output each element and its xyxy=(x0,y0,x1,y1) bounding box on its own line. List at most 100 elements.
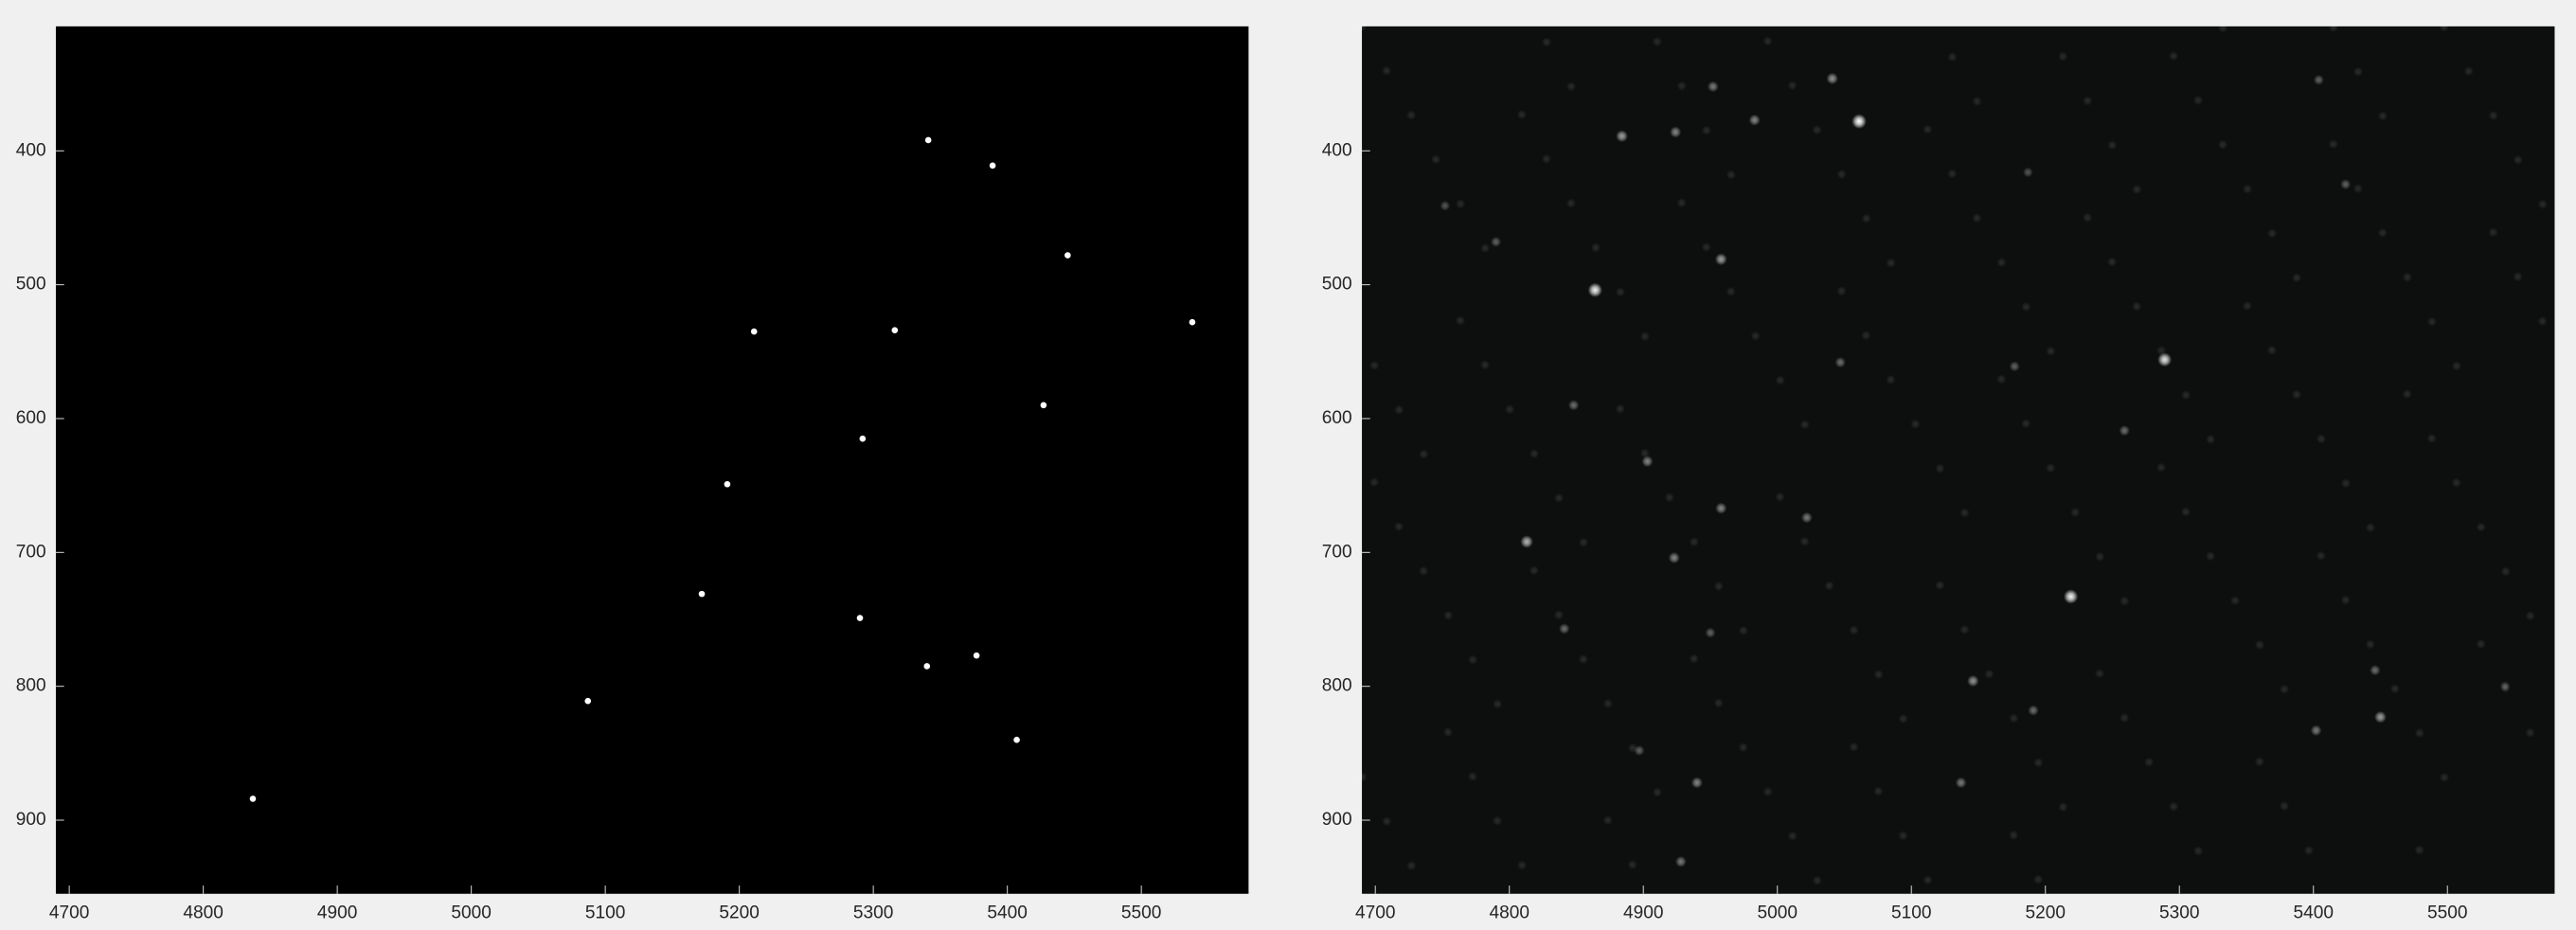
background-haze xyxy=(2058,51,2068,62)
background-haze xyxy=(2106,257,2118,267)
x-tick-label: 5100 xyxy=(585,903,625,923)
background-haze xyxy=(1652,787,1663,797)
point xyxy=(1013,736,1020,743)
background-haze xyxy=(2525,727,2535,738)
point xyxy=(856,615,864,621)
spot xyxy=(2499,681,2511,692)
background-haze xyxy=(2021,419,2031,429)
background-haze xyxy=(2119,712,2130,724)
background-haze xyxy=(2266,228,2278,239)
background-haze xyxy=(1775,492,1785,503)
background-haze xyxy=(1467,771,1478,782)
background-haze xyxy=(2046,462,2056,474)
spot xyxy=(2374,710,2387,724)
plot-background xyxy=(55,26,1249,894)
background-haze xyxy=(2426,433,2437,444)
background-haze xyxy=(1713,698,1724,708)
background-haze xyxy=(2168,50,2179,62)
spot xyxy=(1714,253,1727,266)
background-haze xyxy=(1419,449,1429,459)
x-tick-label: 5400 xyxy=(2294,903,2334,923)
background-haze xyxy=(1541,37,1552,47)
background-haze xyxy=(1418,565,1429,577)
y-tick-label: 400 xyxy=(1322,140,1352,160)
background-haze xyxy=(1947,169,1958,179)
background-haze xyxy=(2033,874,2044,885)
axes: 4700 4800 4900 5000 5100 5200 5300 5400 5500 400 5… xyxy=(16,26,1249,923)
background-haze xyxy=(1726,170,1737,180)
background-haze xyxy=(2266,345,2278,355)
x-tick-label: 4700 xyxy=(49,903,89,923)
spot xyxy=(2022,167,2033,178)
y-tick-label: 800 xyxy=(16,676,46,696)
plot-background xyxy=(1362,26,2555,894)
background-haze xyxy=(1799,536,1810,546)
background-haze xyxy=(1750,331,1761,341)
point xyxy=(584,697,592,705)
point xyxy=(724,480,731,488)
background-haze xyxy=(2070,507,2081,518)
background-haze xyxy=(1996,374,2007,385)
background-haze xyxy=(1886,374,1896,385)
spot xyxy=(1748,114,1761,126)
spot xyxy=(1491,236,1502,247)
background-haze xyxy=(2500,566,2511,577)
background-haze xyxy=(2009,830,2019,841)
spot xyxy=(1967,674,1979,688)
background-haze xyxy=(1578,653,1589,665)
background-haze xyxy=(2537,315,2548,327)
background-haze xyxy=(1393,521,1404,532)
y-tick-label: 600 xyxy=(16,408,46,428)
background-haze xyxy=(2328,22,2339,33)
background-haze xyxy=(1972,213,1982,224)
spot xyxy=(1690,777,1703,789)
background-haze xyxy=(1849,625,1859,635)
background-haze xyxy=(1923,874,1933,885)
point xyxy=(859,435,867,442)
background-haze xyxy=(1639,331,1651,342)
point xyxy=(1064,252,1071,259)
background-haze xyxy=(1492,699,1503,709)
spot xyxy=(2063,589,2079,604)
background-haze xyxy=(1602,815,1613,826)
x-tick-label: 4700 xyxy=(1355,903,1395,923)
x-tick-label: 5200 xyxy=(2026,903,2066,923)
background-haze xyxy=(1959,508,1970,518)
x-tick-label: 5000 xyxy=(451,903,491,923)
background-haze xyxy=(1529,565,1540,576)
spot xyxy=(2009,361,2020,372)
background-haze xyxy=(2229,595,2241,606)
x-tick-label: 4800 xyxy=(1489,903,1529,923)
spot xyxy=(1800,511,1813,524)
background-haze xyxy=(1627,859,1637,870)
background-haze xyxy=(1516,860,1528,870)
x-tick-label: 5500 xyxy=(1121,903,1161,923)
spot xyxy=(1707,80,1719,93)
background-haze xyxy=(2131,301,2142,312)
background-haze xyxy=(1849,742,1859,752)
background-haze xyxy=(2279,800,2290,812)
spot xyxy=(1634,744,1645,757)
background-haze xyxy=(1824,581,1834,591)
background-haze xyxy=(1738,742,1748,753)
background-haze xyxy=(1984,669,1995,679)
background-haze xyxy=(2303,845,2315,856)
background-haze xyxy=(1935,580,1945,591)
background-haze xyxy=(2291,389,2302,400)
background-haze xyxy=(1442,726,1454,738)
background-haze xyxy=(1787,831,1798,842)
y-tick-label: 500 xyxy=(16,275,46,295)
background-haze xyxy=(1369,360,1380,371)
background-haze xyxy=(1799,420,1810,430)
point xyxy=(698,590,706,598)
background-haze xyxy=(1836,286,1847,296)
background-haze xyxy=(2156,462,2167,473)
spot xyxy=(2310,724,2322,737)
background-haze xyxy=(2206,434,2216,445)
background-haze xyxy=(1898,831,1908,841)
background-haze xyxy=(2021,301,2031,313)
background-haze xyxy=(2352,183,2364,194)
x-tick-label: 5300 xyxy=(853,903,893,923)
background-haze xyxy=(2476,522,2486,532)
spot xyxy=(1674,855,1687,867)
